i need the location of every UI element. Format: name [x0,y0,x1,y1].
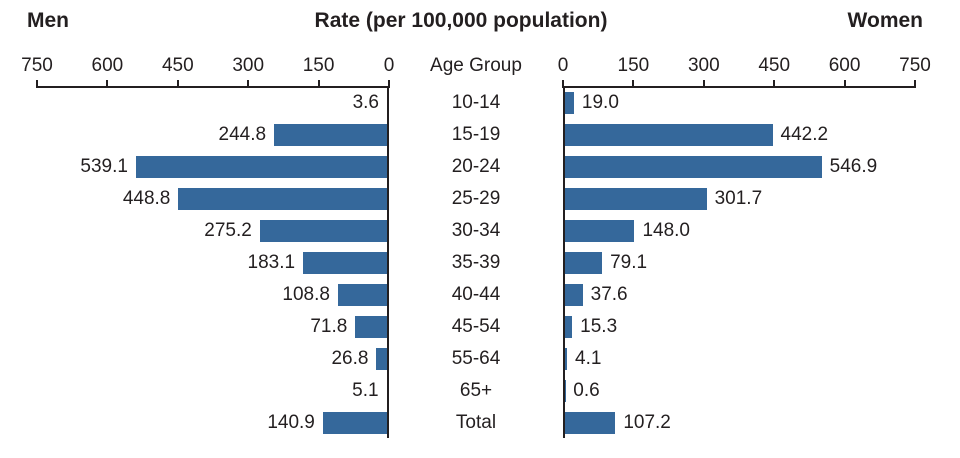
men-axis-tick-label: 750 [21,55,53,76]
women-value-15-19: 442.2 [780,124,829,145]
men-value-30-34: 275.2 [204,220,252,241]
women-axis-tick-label: 300 [687,55,720,76]
age-group-label-30-34: 30-34 [451,220,501,241]
age-group-axis-title: Age Group [430,55,522,76]
men-value-35-39: 183.1 [247,252,296,273]
women-axis-tick [562,80,564,88]
age-group-label-20-24: 20-24 [451,156,501,177]
age-group-label-55-64: 55-64 [451,348,501,369]
women-value-10-14: 19.0 [581,92,619,113]
men-axis-tick [317,80,320,88]
men-side-label: Men [27,9,69,32]
women-axis-tick [843,80,846,88]
women-axis-tick [914,80,916,88]
women-side-label: Women [847,9,923,32]
women-bar-15-19 [565,124,773,146]
men-axis-tick [176,80,179,88]
women-axis-tick-label: 600 [828,55,861,76]
men-axis-tick-label: 600 [91,55,124,76]
men-axis-tick-label: 450 [161,55,194,76]
women-bar-25-29 [565,188,707,210]
men-value-15-19: 244.8 [218,124,267,145]
men-bar-25-29 [178,188,389,210]
women-bar-20-24 [565,156,822,178]
women-axis-tick-label: 150 [617,55,650,76]
women-value-40-44: 37.6 [590,284,628,305]
women-bar-40-44 [565,284,583,306]
men-axis-baseline [387,86,389,438]
women-axis-tick-label: 750 [899,55,931,76]
men-axis-tick [36,80,38,88]
women-value-55-64: 4.1 [575,348,602,369]
men-axis-tick-label: 300 [232,55,265,76]
women-bar-45-54 [565,316,573,338]
women-axis-tick [773,80,776,88]
age-group-label-10-14: 10-14 [451,92,501,113]
women-axis-tick [702,80,705,88]
men-axis-tick-label: 0 [383,55,395,76]
women-axis-tick-label: 0 [557,55,569,76]
women-bar-35-39 [565,252,603,274]
men-value-55-64: 26.8 [331,348,369,369]
men-axis-tick-label: 150 [302,55,335,76]
women-value-total: 107.2 [623,412,671,433]
men-bar-total [322,412,389,434]
age-group-label-total: Total [455,412,497,433]
women-value-30-34: 148.0 [642,220,690,241]
age-group-label-45-54: 45-54 [451,316,501,337]
women-bar-55-64 [565,348,567,370]
women-axis-tick-label: 450 [758,55,791,76]
women-value-45-54: 15.3 [580,316,618,337]
age-group-label-40-44: 40-44 [451,284,501,305]
men-value-65plus: 5.1 [352,380,379,401]
men-value-10-14: 3.6 [352,92,379,113]
women-value-65plus: 0.6 [573,380,600,401]
age-group-label-25-29: 25-29 [451,188,501,209]
men-bar-30-34 [259,220,389,242]
men-axis-tick [388,80,390,88]
men-bar-55-64 [376,348,389,370]
women-value-35-39: 79.1 [610,252,648,273]
men-value-total: 140.9 [267,412,315,433]
women-value-25-29: 301.7 [714,188,763,209]
men-bar-15-19 [274,124,389,146]
men-axis-tick [106,80,109,88]
women-axis-baseline [563,86,565,438]
men-value-40-44: 108.8 [282,284,330,305]
men-bar-40-44 [337,284,389,306]
men-value-45-54: 71.8 [310,316,348,337]
men-bar-45-54 [355,316,389,338]
chart-title: Rate (per 100,000 population) [314,9,608,32]
men-bar-20-24 [135,156,389,178]
women-value-20-24: 546.9 [829,156,878,177]
women-bar-10-14 [565,92,574,114]
men-value-20-24: 539.1 [80,156,128,177]
age-group-label-35-39: 35-39 [451,252,501,273]
men-axis-line [37,86,389,88]
men-axis-tick [247,80,250,88]
age-group-label-15-19: 15-19 [451,124,501,145]
women-axis-line [563,86,915,88]
men-bar-35-39 [303,252,389,274]
age-group-label-65plus: 65+ [459,380,493,401]
women-bar-total [565,412,616,434]
women-axis-tick [632,80,635,88]
women-bar-30-34 [565,220,635,242]
men-value-25-29: 448.8 [122,188,171,209]
